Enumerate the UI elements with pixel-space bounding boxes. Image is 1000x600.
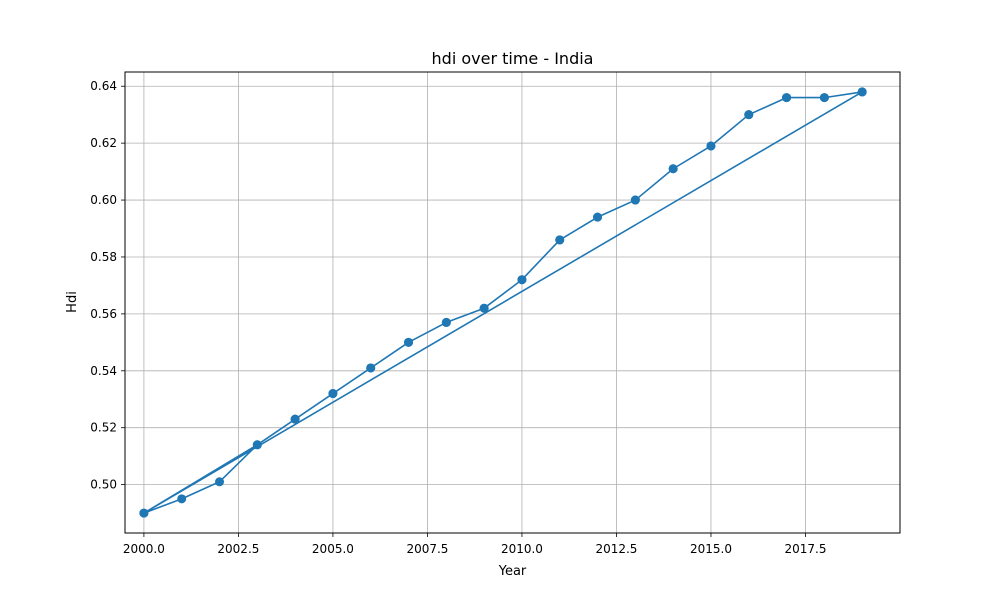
data-point bbox=[782, 93, 792, 103]
y-tick-label: 0.64 bbox=[90, 79, 117, 93]
x-tick-label: 2002.5 bbox=[217, 542, 259, 556]
data-point bbox=[630, 195, 640, 205]
data-series bbox=[139, 87, 867, 518]
y-tick-label: 0.52 bbox=[90, 421, 117, 435]
data-point bbox=[479, 303, 489, 313]
data-point bbox=[252, 440, 262, 450]
data-point bbox=[441, 317, 451, 327]
data-point bbox=[366, 363, 376, 373]
data-point bbox=[139, 508, 149, 518]
data-point bbox=[857, 87, 867, 97]
data-point bbox=[328, 389, 338, 399]
data-point bbox=[819, 93, 829, 103]
x-axis-ticks: 2000.0 2002.5 2005.0 2007.5 2010.0 2012.5 2015… bbox=[123, 533, 826, 556]
x-tick-label: 2015.0 bbox=[690, 542, 732, 556]
y-tick-label: 0.56 bbox=[90, 307, 117, 321]
y-tick-label: 0.58 bbox=[90, 250, 117, 264]
plot-area-frame bbox=[124, 71, 901, 534]
grid-lines bbox=[125, 72, 900, 533]
data-point bbox=[555, 235, 565, 245]
data-point bbox=[668, 164, 678, 174]
y-tick-label: 0.62 bbox=[90, 136, 117, 150]
x-tick-label: 2007.5 bbox=[406, 542, 448, 556]
data-point bbox=[290, 414, 300, 424]
data-point bbox=[593, 212, 603, 222]
x-tick-label: 2012.5 bbox=[595, 542, 637, 556]
data-point bbox=[215, 477, 225, 487]
x-tick-label: 2005.0 bbox=[312, 542, 354, 556]
x-axis-label: Year bbox=[498, 564, 527, 579]
data-point bbox=[744, 110, 754, 120]
chart-title: hdi over time - India bbox=[432, 49, 594, 68]
y-axis-label: Hdi bbox=[65, 291, 80, 313]
y-tick-label: 0.54 bbox=[90, 364, 117, 378]
data-point bbox=[706, 141, 716, 151]
y-tick-label: 0.60 bbox=[90, 193, 117, 207]
x-tick-label: 2000.0 bbox=[123, 542, 165, 556]
series-line bbox=[143, 91, 864, 514]
data-point bbox=[177, 494, 187, 504]
data-point bbox=[517, 275, 527, 285]
data-point bbox=[404, 337, 414, 347]
x-tick-label: 2017.5 bbox=[784, 542, 826, 556]
x-tick-label: 2010.0 bbox=[501, 542, 543, 556]
y-axis-ticks: 0.50 0.52 0.54 0.56 0.58 0.60 0.62 0.64 bbox=[90, 79, 125, 492]
y-tick-label: 0.50 bbox=[90, 478, 117, 492]
